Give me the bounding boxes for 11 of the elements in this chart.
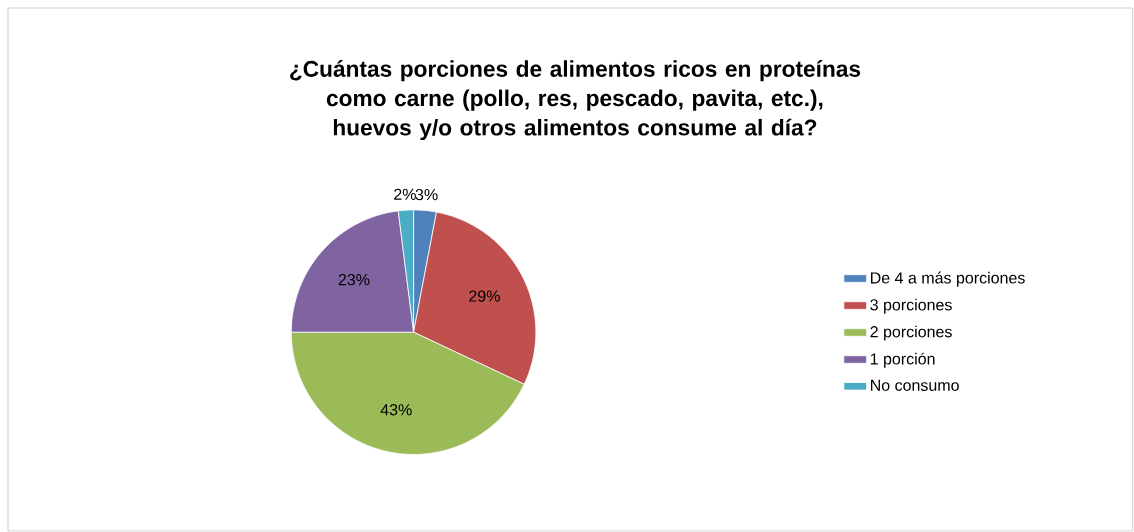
data-label: 3% (415, 188, 438, 201)
legend-label: No consumo (871, 379, 959, 391)
chart-title: ¿Cuántas porciones de alimentos ricos en proteínas como carne (pollo, res, pescado, pavita, etc.), huevos y/o otros alimentos consume al día? (290, 59, 861, 140)
data-label: 29% (469, 290, 500, 302)
data-label: 23% (338, 273, 370, 286)
legend-label: 1 porción (870, 352, 935, 368)
data-label: 2% (394, 188, 416, 200)
legend-label: 2 porciones (870, 325, 952, 341)
legend-label: 3 porciones (870, 298, 952, 314)
legend-label: De 4 a más porciones (871, 271, 1025, 287)
data-label: 43% (380, 403, 412, 416)
